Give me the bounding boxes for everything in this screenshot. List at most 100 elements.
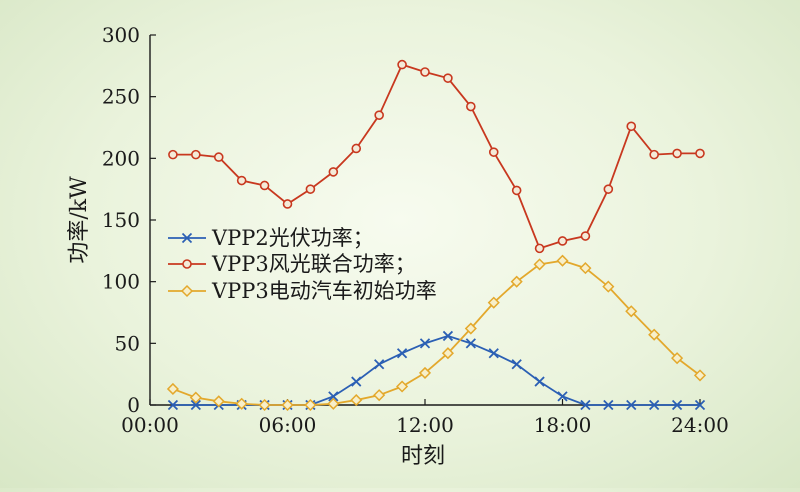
marker-stroke <box>396 348 408 359</box>
y-tick-label: 300 <box>102 23 140 47</box>
data-point <box>190 399 201 411</box>
data-point <box>168 149 178 160</box>
data-point <box>419 338 431 349</box>
x-tick-label: 12:00 <box>396 413 454 437</box>
y-tick-label: 50 <box>115 331 140 355</box>
data-point <box>626 121 637 132</box>
legend-label: VPP3电动汽车初始功率 <box>211 279 437 303</box>
data-point <box>625 305 638 318</box>
data-point <box>488 147 499 157</box>
data-point <box>488 348 499 359</box>
data-point <box>396 380 409 393</box>
data-point <box>533 258 546 271</box>
marker-stroke <box>694 399 706 411</box>
data-point <box>557 391 568 402</box>
data-point <box>258 398 271 412</box>
y-tick-label: 150 <box>102 208 140 232</box>
legend-label: VPP3风光联合功率； <box>211 252 416 276</box>
legend-item-1: VPP2光伏功率； <box>168 226 374 250</box>
legend-marker <box>180 284 194 298</box>
series-line <box>172 63 700 250</box>
data-point <box>693 369 707 382</box>
data-point <box>374 359 385 370</box>
data-point <box>534 243 545 254</box>
data-point <box>487 296 500 309</box>
y-tick-label: 100 <box>102 270 140 294</box>
data-point <box>695 148 705 159</box>
plot-area <box>166 59 707 412</box>
data-point <box>510 275 523 288</box>
marker-stroke <box>419 338 431 349</box>
data-point <box>557 236 568 246</box>
data-point <box>626 399 637 411</box>
data-point <box>465 338 476 349</box>
series-3 <box>166 254 707 412</box>
data-point <box>397 59 407 70</box>
data-point <box>351 143 362 154</box>
data-point <box>671 399 683 411</box>
marker-stroke <box>488 348 499 359</box>
data-point <box>603 399 614 411</box>
data-point <box>373 389 386 402</box>
series-2 <box>168 59 705 254</box>
marker-stroke <box>557 391 568 402</box>
series-1 <box>167 330 706 411</box>
data-point <box>420 67 430 77</box>
data-point <box>534 376 545 387</box>
data-point <box>579 262 592 275</box>
data-point <box>212 395 225 408</box>
legend-item-3: VPP3电动汽车初始功率 <box>168 279 437 303</box>
data-point <box>441 347 454 360</box>
data-point <box>259 180 270 191</box>
legend-item-2: VPP3风光联合功率； <box>168 252 416 276</box>
marker-stroke <box>603 399 614 411</box>
data-point <box>166 382 179 396</box>
data-point <box>327 397 340 410</box>
legend-label: VPP2光伏功率； <box>211 226 374 250</box>
marker-stroke <box>649 399 660 411</box>
data-point <box>556 254 569 267</box>
data-point <box>304 398 317 412</box>
marker-stroke <box>181 232 193 244</box>
legend: VPP2光伏功率；VPP3风光联合功率； VPP3电动汽车初始功率 <box>168 226 437 303</box>
data-point <box>649 149 659 160</box>
legend-marker <box>181 232 193 244</box>
series-line <box>172 334 700 406</box>
marker-stroke <box>167 399 179 411</box>
x-tick-label: 18:00 <box>534 413 592 437</box>
marker-stroke <box>351 376 362 387</box>
data-point <box>442 330 454 342</box>
data-point <box>694 399 706 411</box>
axes: 0 50 100 150 200 250 300 00:00 06:00 12:00 18:00 24… <box>102 23 729 437</box>
data-point <box>167 399 179 411</box>
marker-stroke <box>328 391 339 402</box>
data-point <box>374 110 384 120</box>
data-point <box>648 328 661 341</box>
marker-stroke <box>511 359 522 370</box>
data-point <box>396 348 408 359</box>
marker-stroke <box>626 399 637 411</box>
data-point <box>236 175 247 186</box>
data-point <box>328 167 339 177</box>
marker-stroke <box>580 399 591 411</box>
x-tick-label: 00:00 <box>121 413 179 437</box>
x-axis-title: 时刻 <box>401 444 445 469</box>
marker-stroke <box>671 399 683 411</box>
marker-stroke <box>374 359 385 370</box>
data-point <box>511 359 522 370</box>
data-point <box>580 399 591 411</box>
y-tick-label: 250 <box>102 85 140 109</box>
legend-marker <box>182 259 192 269</box>
marker-stroke <box>190 399 201 411</box>
data-point <box>282 199 293 209</box>
data-point <box>281 398 294 412</box>
data-point <box>672 148 682 159</box>
marker-stroke <box>534 376 545 387</box>
data-point <box>213 152 224 162</box>
marker-stroke <box>442 330 454 342</box>
data-point <box>464 322 477 335</box>
x-tick-label: 06:00 <box>259 413 317 437</box>
data-point <box>418 366 432 379</box>
y-tick-label: 200 <box>102 146 140 170</box>
